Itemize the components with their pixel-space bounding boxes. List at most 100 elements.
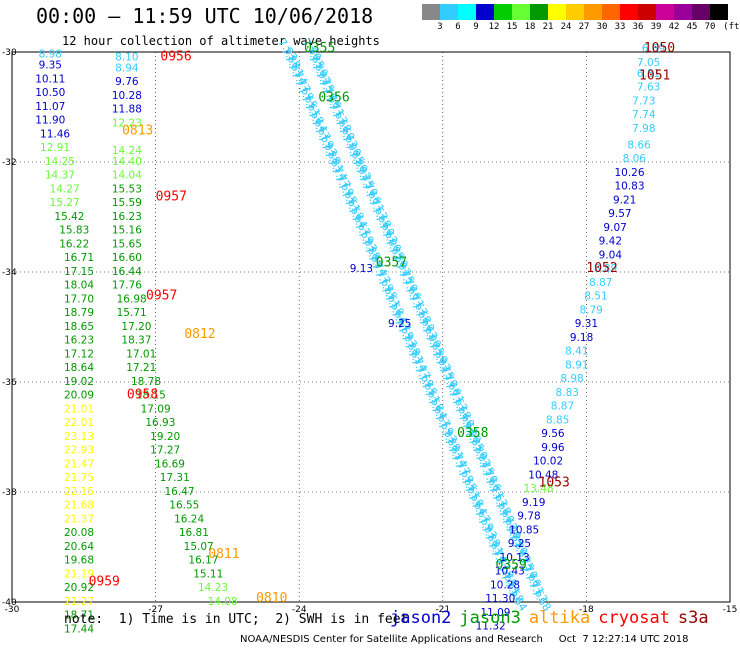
- swh-value: 20.64: [64, 541, 94, 553]
- swh-value: 19.68: [64, 555, 94, 567]
- swh-value: 9.56: [541, 428, 565, 440]
- legend-label: 6: [455, 22, 461, 32]
- satellite-altika: altika: [528, 608, 591, 628]
- swh-value: 20.08: [64, 527, 94, 539]
- legend-label: 42: [668, 22, 680, 32]
- lon-tick-label: -15: [723, 605, 738, 615]
- swh-value: 8.89: [594, 263, 617, 275]
- satellite-cryosat: cryosat: [598, 608, 670, 628]
- swh-value: 16.17: [188, 555, 218, 567]
- swh-value: 13.48: [524, 483, 554, 495]
- swh-value: 10.50: [35, 87, 65, 99]
- color-legend: [422, 4, 728, 20]
- legend-swatch: [530, 4, 548, 20]
- pass-time-label: 1050: [644, 41, 675, 56]
- legend-label: 36: [632, 22, 644, 32]
- swh-value: 9.21: [613, 194, 636, 206]
- swh-value: 11.07: [35, 101, 65, 113]
- satellite-jason3: jason3: [459, 608, 521, 628]
- pass-time-label: 0355: [304, 41, 335, 56]
- legend-swatch: [692, 4, 710, 20]
- lon-tick-label: -27: [148, 605, 163, 615]
- map-subtitle: 12 hour collection of altimeter wave hei…: [62, 34, 380, 48]
- pass-time-label: 0812: [184, 327, 215, 342]
- satellite-s3a: s3a: [677, 608, 709, 628]
- legend-swatch: [674, 4, 692, 20]
- swh-value: 16.93: [145, 417, 175, 429]
- legend-swatch: [476, 4, 494, 20]
- swh-value: 16.81: [179, 527, 209, 539]
- swh-value: 14.40: [112, 156, 142, 168]
- swh-value: 10.43: [495, 566, 525, 578]
- legend-label: 33: [614, 22, 626, 32]
- swh-value: 11.88: [112, 104, 142, 116]
- swh-value: 17.20: [121, 321, 151, 333]
- swh-value: 8.83: [556, 387, 579, 399]
- swh-value: 10.48: [528, 469, 558, 481]
- swh-value: 14.27: [50, 183, 80, 195]
- lat-tick-label: -38: [2, 488, 17, 498]
- swh-value: 11.32: [476, 621, 506, 633]
- swh-value: 9.42: [599, 236, 622, 248]
- swh-value: 11.09: [480, 607, 510, 619]
- swh-value: 18.71: [64, 610, 94, 622]
- pass-time-label: 1052: [586, 261, 617, 276]
- legend-label: 12: [488, 22, 500, 32]
- pass-time-label: 1053: [539, 476, 570, 491]
- swh-value: 18.37: [121, 335, 151, 347]
- swh-value: 10.02: [533, 456, 563, 468]
- swh-value: 9.31: [575, 318, 598, 330]
- swh-value: 16.47: [165, 486, 195, 498]
- swh-value: 10.85: [509, 524, 539, 536]
- swh-value: 19.02: [64, 376, 94, 388]
- swh-value: 16.60: [112, 252, 142, 264]
- swh-value: 10.13: [500, 552, 530, 564]
- legend-swatch: [602, 4, 620, 20]
- swh-value: 16.69: [155, 458, 185, 470]
- swh-value: 16.22: [59, 238, 89, 250]
- swh-value: 16.23: [64, 335, 94, 347]
- swh-value: 20.92: [64, 582, 94, 594]
- swh-value: 8.79: [579, 304, 602, 316]
- pass-time-label: 0358: [457, 426, 488, 441]
- legend-label: 15: [506, 22, 518, 32]
- pass-time-label: 0357: [376, 256, 407, 271]
- swh-value: 16.55: [169, 500, 199, 512]
- pass-time-label: 0810: [256, 591, 287, 606]
- swh-value: 15.71: [117, 307, 147, 319]
- swh-value: 22.01: [64, 417, 94, 429]
- lon-tick-label: -24: [292, 605, 307, 615]
- swh-value: 20.09: [64, 390, 94, 402]
- legend-swatch: [494, 4, 512, 20]
- legend-label: 3: [437, 22, 443, 32]
- legend-label: 70: [704, 22, 716, 32]
- swh-value: 17.44: [64, 623, 94, 635]
- swh-value: 17.09: [141, 403, 171, 415]
- legend-swatch: [620, 4, 638, 20]
- swh-value: 7.63: [637, 82, 660, 94]
- swh-value: 8.91: [565, 359, 588, 371]
- swh-value: 8.85: [546, 414, 569, 426]
- swh-value: 15.27: [50, 197, 80, 209]
- swh-value: 9.57: [608, 208, 631, 220]
- legend-swatch: [638, 4, 656, 20]
- swh-value: 17.21: [126, 362, 156, 374]
- credit-line: NOAA/NESDIS Center for Satellite Applica…: [240, 634, 689, 645]
- swh-value: 8.66: [627, 139, 651, 151]
- swh-value: 23.13: [64, 431, 94, 443]
- legend-swatch: [566, 4, 584, 20]
- swh-value: 9.04: [599, 249, 623, 261]
- legend-swatch: [458, 4, 476, 20]
- satellite-jason2: jason2: [390, 608, 452, 628]
- swh-value: 11.46: [40, 128, 70, 140]
- swh-value: 15.59: [112, 197, 142, 209]
- swh-value: 14.23: [198, 582, 228, 594]
- swh-value: 21.27: [64, 596, 94, 608]
- pass-time-label: 1051: [639, 69, 670, 84]
- swh-value: 22.93: [64, 445, 94, 457]
- swh-value: 17.70: [64, 293, 94, 305]
- swh-value: 14.25: [45, 156, 75, 168]
- legend-swatch: [440, 4, 458, 20]
- swh-value: 17.27: [150, 445, 180, 457]
